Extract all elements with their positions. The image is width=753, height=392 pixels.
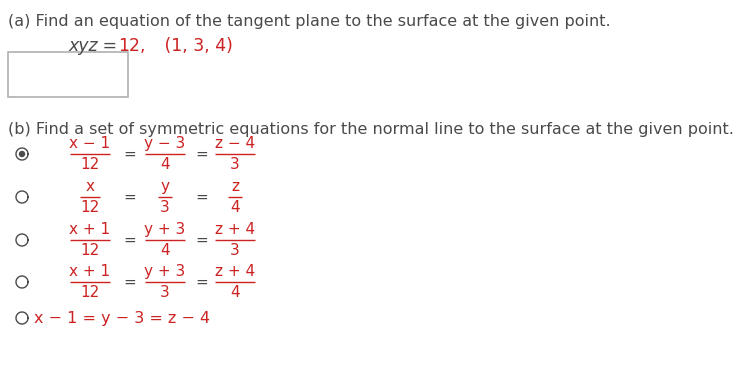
Text: 12: 12 xyxy=(81,157,99,172)
Circle shape xyxy=(20,151,25,156)
Text: xyz: xyz xyxy=(68,37,98,55)
Text: =: = xyxy=(123,147,136,162)
Bar xyxy=(8,52,128,97)
Text: 4: 4 xyxy=(230,285,239,300)
Text: x − 1 = y − 3 = z − 4: x − 1 = y − 3 = z − 4 xyxy=(34,310,210,325)
Text: 4: 4 xyxy=(230,200,239,215)
Text: =: = xyxy=(123,232,136,247)
Text: (a) Find an equation of the tangent plane to the surface at the given point.: (a) Find an equation of the tangent plan… xyxy=(8,14,611,29)
Text: z − 4: z − 4 xyxy=(215,136,255,151)
Text: x − 1: x − 1 xyxy=(69,136,111,151)
Text: 3: 3 xyxy=(160,200,170,215)
Text: 12: 12 xyxy=(81,243,99,258)
Text: =: = xyxy=(196,232,209,247)
Text: 4: 4 xyxy=(160,157,170,172)
Text: z + 4: z + 4 xyxy=(215,264,255,279)
Text: z + 4: z + 4 xyxy=(215,222,255,237)
Text: =: = xyxy=(196,274,209,290)
Text: =: = xyxy=(196,147,209,162)
Text: 4: 4 xyxy=(160,243,170,258)
Text: x + 1: x + 1 xyxy=(69,222,111,237)
Text: 3: 3 xyxy=(230,243,240,258)
Text: y + 3: y + 3 xyxy=(145,222,186,237)
Text: 12: 12 xyxy=(81,200,99,215)
Text: y + 3: y + 3 xyxy=(145,264,186,279)
Text: x + 1: x + 1 xyxy=(69,264,111,279)
Text: =: = xyxy=(123,274,136,290)
Text: 12,: 12, xyxy=(118,37,145,55)
Text: =: = xyxy=(196,189,209,205)
Text: y: y xyxy=(160,179,169,194)
Text: z: z xyxy=(231,179,239,194)
Text: 12: 12 xyxy=(81,285,99,300)
Text: (1, 3, 4): (1, 3, 4) xyxy=(148,37,233,55)
Text: y − 3: y − 3 xyxy=(145,136,186,151)
Text: 3: 3 xyxy=(160,285,170,300)
Text: (b) Find a set of symmetric equations for the normal line to the surface at the : (b) Find a set of symmetric equations fo… xyxy=(8,122,734,137)
Text: x: x xyxy=(86,179,94,194)
Text: =: = xyxy=(97,37,123,55)
Text: 3: 3 xyxy=(230,157,240,172)
Text: =: = xyxy=(123,189,136,205)
